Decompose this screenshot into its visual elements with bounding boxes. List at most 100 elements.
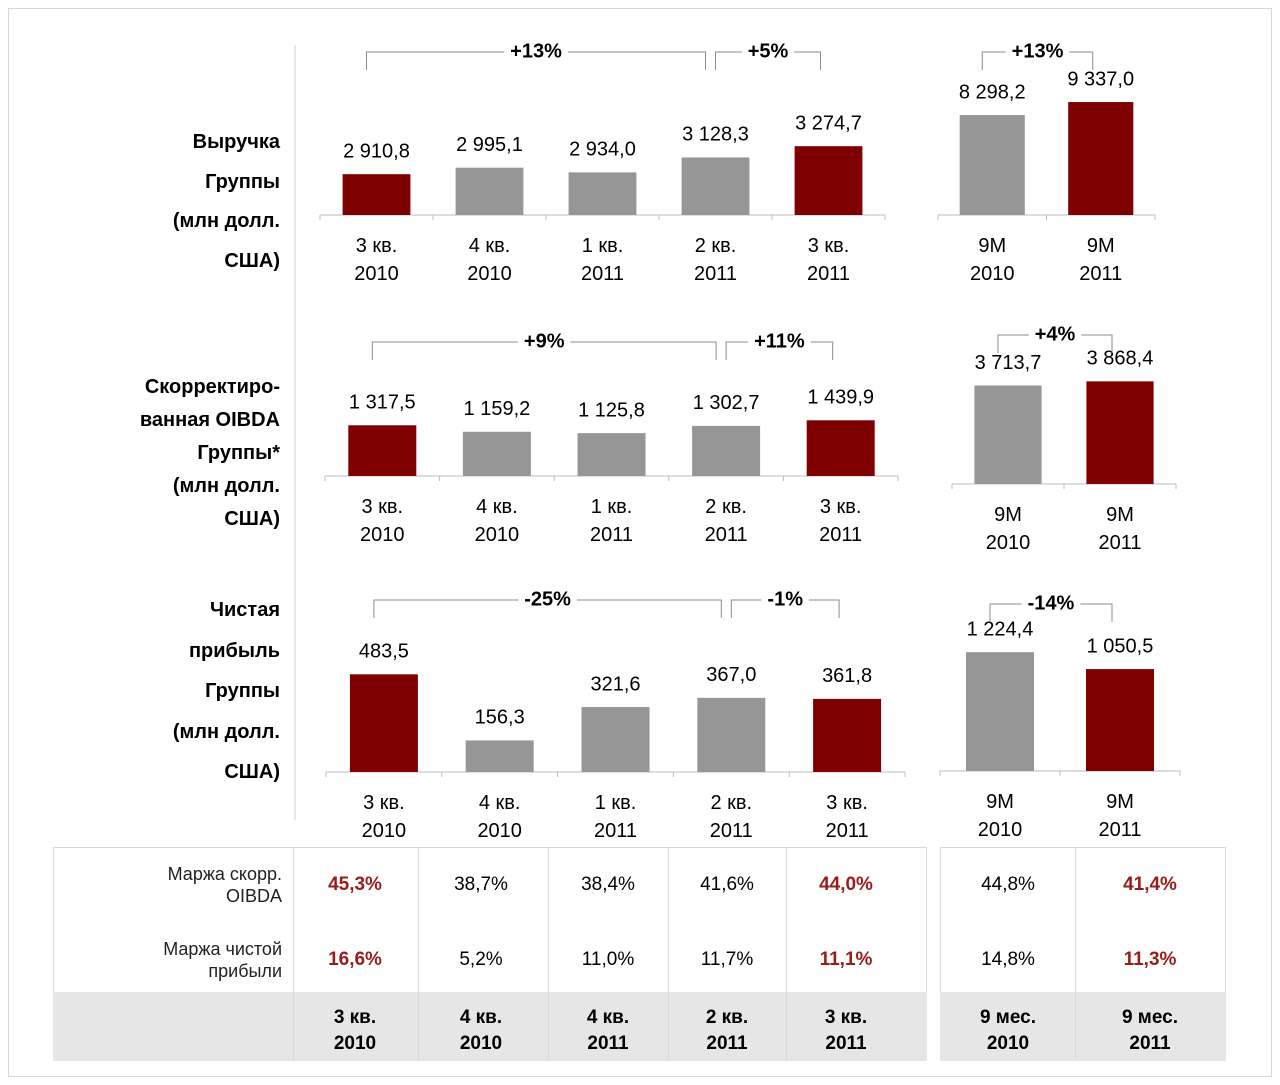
bracket-label-bg: [1028, 323, 1082, 347]
value-label: 1 125,8: [578, 399, 645, 421]
footer-cell: 9 мес. 2010: [979, 1007, 1037, 1054]
row-title: Группы: [205, 680, 280, 702]
bar: [697, 697, 766, 772]
bracket-label-bg: [518, 588, 577, 612]
bar: [462, 431, 531, 476]
bracket-label-bg: [761, 588, 809, 612]
table-cell: 11,3%: [1123, 949, 1177, 970]
value-label: 2 995,1: [456, 134, 523, 156]
bar: [581, 707, 650, 772]
row-title: прибыль: [188, 639, 280, 662]
value-label: 1 224,4: [967, 618, 1034, 640]
value-label: 1 317,5: [349, 392, 416, 414]
col-border: [418, 847, 419, 1061]
bar: [349, 674, 418, 772]
category-label: 3 кв. 2011: [819, 496, 863, 546]
bar: [966, 652, 1034, 771]
category-label: 9M 2010: [977, 791, 1023, 841]
col-border: [293, 847, 294, 1061]
bracket-label-bg: [748, 330, 811, 354]
footer-cell: 4 кв. 2011: [586, 1007, 630, 1054]
bar: [1086, 381, 1154, 484]
bar: [465, 740, 534, 772]
bar: [455, 167, 524, 215]
row-label: Маржа скорр. OIBDA: [167, 864, 282, 906]
category-label: 9M 2011: [1098, 791, 1142, 841]
growth-label: +11%: [754, 330, 805, 352]
category-label: 3 кв. 2011: [825, 792, 869, 842]
value-label: 3 868,4: [1087, 348, 1154, 370]
bar: [974, 385, 1042, 484]
bar: [1086, 669, 1154, 771]
value-label: 3 713,7: [975, 352, 1042, 374]
category-label: 2 кв. 2011: [709, 792, 753, 842]
bar: [692, 425, 761, 476]
row-title: США): [224, 761, 280, 783]
table-cell: 11,7%: [700, 949, 754, 970]
row-title: США): [224, 508, 280, 530]
bracket-label-bg: [1021, 592, 1081, 616]
row-title: Группы*: [197, 442, 280, 464]
footer-bg-right: [940, 992, 1226, 1061]
category-label: 9M 2011: [1079, 235, 1123, 285]
growth-label: -25%: [524, 588, 571, 610]
category-label: 1 кв. 2011: [593, 792, 637, 842]
growth-label: -1%: [767, 588, 803, 610]
frame: [8, 8, 1272, 1077]
bar: [568, 172, 637, 215]
value-label: 1 302,7: [693, 392, 760, 414]
footer-cell: 3 кв. 2010: [333, 1007, 377, 1054]
category-label: 9M 2011: [1098, 504, 1142, 554]
value-label: 2 934,0: [569, 139, 636, 161]
row-title: (млн долл.: [172, 720, 280, 743]
category-label: 2 кв. 2011: [693, 235, 737, 285]
row-title: (млн долл.: [172, 210, 280, 232]
bar: [806, 420, 875, 476]
table-cell: 16,6%: [328, 949, 382, 970]
category-label: 9M 2010: [985, 504, 1031, 554]
growth-label: +13%: [1012, 40, 1064, 62]
footer-cell: 9 мес. 2011: [1121, 1007, 1179, 1054]
category-label: 1 кв. 2011: [589, 496, 633, 546]
category-label: 3 кв. 2011: [806, 235, 850, 285]
table-cell: 11,1%: [819, 949, 873, 970]
row-label: Маржа чистой прибыли: [163, 939, 282, 981]
table-cell: 45,3%: [328, 874, 382, 895]
col-border: [1075, 847, 1076, 1061]
col-border: [786, 847, 787, 1061]
bar: [794, 146, 863, 215]
bracket-label-bg: [504, 40, 568, 64]
category-label: 3 кв. 2010: [354, 235, 399, 285]
category-label: 1 кв. 2011: [580, 235, 624, 285]
growth-label: -14%: [1028, 592, 1075, 614]
value-label: 1 439,9: [807, 387, 874, 409]
value-label: 367,0: [706, 664, 756, 686]
growth-label: +9%: [524, 330, 565, 352]
table-cell: 14,8%: [981, 949, 1035, 970]
table-cell: 44,0%: [819, 874, 873, 895]
bar: [813, 698, 882, 772]
value-label: 2 910,8: [343, 140, 410, 162]
category-label: 3 кв. 2010: [360, 496, 405, 546]
row-title: Выручка: [192, 131, 280, 153]
bar: [577, 433, 646, 476]
growth-label: +13%: [510, 40, 562, 62]
table-cell: 41,6%: [700, 874, 754, 895]
bar: [681, 157, 750, 215]
category-label: 9M 2010: [970, 235, 1015, 285]
value-label: 1 050,5: [1087, 635, 1154, 657]
footer-cell: 4 кв. 2010: [459, 1007, 503, 1054]
table-cell: 38,7%: [454, 874, 508, 895]
row-title: Скорректиро-: [144, 376, 280, 398]
value-label: 156,3: [475, 707, 525, 729]
bracket-label-bg: [1005, 40, 1070, 64]
value-label: 483,5: [359, 641, 409, 663]
bar: [342, 174, 411, 215]
row-title: США): [224, 249, 280, 272]
bar: [1068, 102, 1134, 215]
table-cell: 38,4%: [581, 874, 635, 895]
col-border: [668, 847, 669, 1061]
value-label: 3 128,3: [682, 124, 749, 146]
